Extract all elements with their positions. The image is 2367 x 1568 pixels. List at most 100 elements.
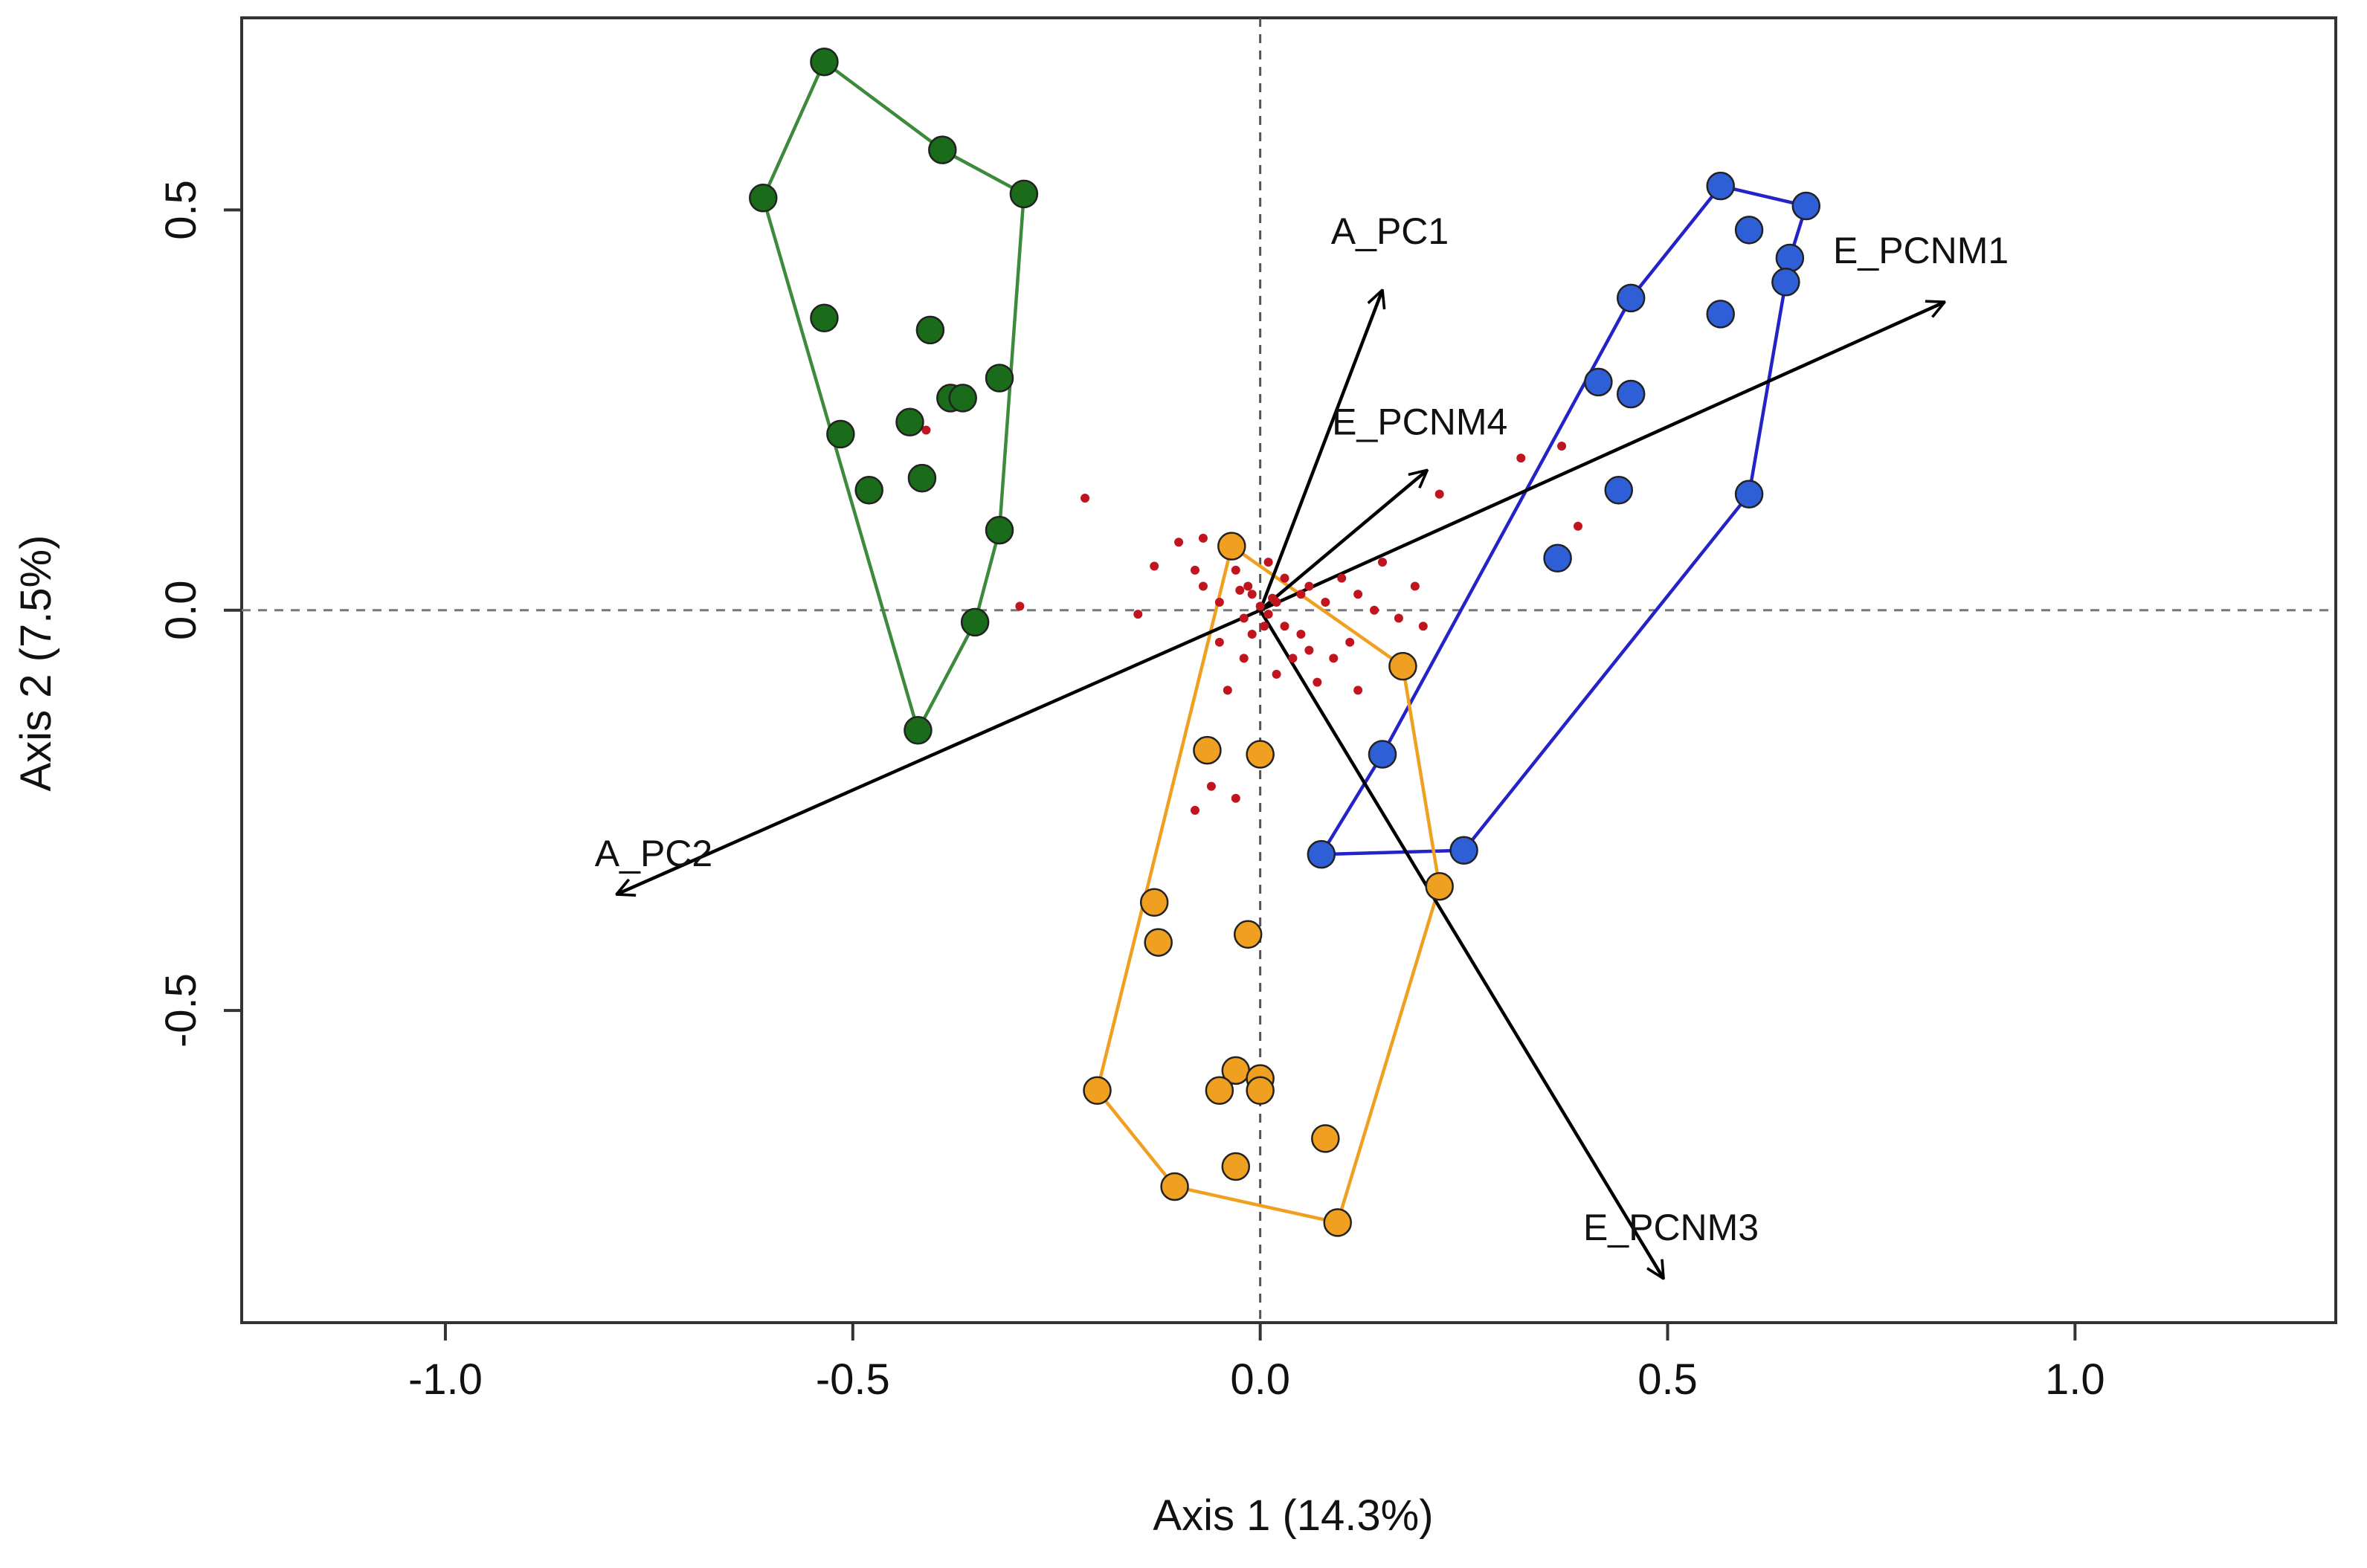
species-point [1231, 565, 1240, 575]
site-point-orange [1323, 1208, 1352, 1237]
species-point [1280, 622, 1289, 631]
species-point [921, 425, 931, 435]
site-point-blue [1604, 475, 1634, 505]
x-tick-label: -1.0 [408, 1355, 483, 1404]
site-point-green [907, 463, 937, 493]
site-point-orange [1388, 651, 1417, 681]
site-point-orange [1205, 1076, 1234, 1106]
site-point-green [749, 184, 778, 213]
species-point [1296, 590, 1306, 599]
vector-label-a-pc1: A_PC1 [1331, 210, 1449, 252]
species-point [1394, 613, 1403, 623]
species-point [1378, 558, 1388, 567]
site-point-green [826, 419, 855, 449]
site-point-green [985, 515, 1014, 545]
site-point-orange [1083, 1076, 1112, 1106]
x-tick-label: -0.5 [816, 1355, 890, 1404]
species-point [1272, 669, 1281, 679]
species-point [1206, 781, 1216, 791]
site-point-orange [1217, 532, 1246, 561]
species-point [1260, 622, 1269, 631]
species-point [1418, 622, 1428, 631]
species-point [1337, 573, 1347, 583]
site-point-blue [1791, 191, 1821, 221]
plot-frame [240, 16, 2337, 1324]
species-point [1190, 565, 1199, 575]
species-point [1198, 581, 1208, 591]
site-point-blue [1368, 740, 1397, 769]
site-point-orange [1144, 928, 1173, 957]
vector-arrow-e-pcnm1 [1259, 302, 1945, 612]
x-axis-label: Axis 1 (14.3%) [1153, 1491, 1433, 1540]
vector-arrow-e-pcnm3 [1258, 609, 1664, 1279]
site-point-blue [1543, 543, 1572, 573]
species-point [1214, 597, 1224, 607]
axes: -1.0 -0.5 0.0 0.5 1.0 -0.5 0.0 0.5 [157, 180, 2105, 1404]
species-point [1235, 585, 1245, 595]
y-axis-label: Axis 2 (7.5%) [12, 535, 60, 792]
reference-lines [242, 18, 2336, 1323]
site-point-blue [1616, 283, 1646, 313]
vector-labels: A_PC1 E_PCNM1 E_PCNM4 A_PC2 E_PCNM3 [595, 210, 2009, 1248]
species-point [1247, 590, 1257, 599]
species-point [1263, 610, 1273, 619]
species-point [1190, 805, 1199, 815]
species-point [1304, 645, 1314, 655]
site-point-green [810, 47, 839, 77]
species-point [1133, 610, 1143, 619]
species-point [1081, 494, 1090, 503]
species-points [921, 425, 1582, 815]
vector-arrow-a-pc2 [616, 608, 1261, 894]
species-point [1288, 654, 1298, 663]
site-point-orange [1425, 871, 1454, 901]
species-point [1434, 489, 1444, 499]
site-point-orange [1139, 888, 1169, 917]
site-point-blue [1706, 171, 1735, 201]
site-points [749, 47, 1821, 1237]
site-point-orange [1160, 1172, 1189, 1201]
x-tick-label: 1.0 [2045, 1355, 2105, 1404]
site-point-green [1009, 179, 1039, 209]
site-point-blue [1771, 268, 1800, 297]
site-point-orange [1233, 920, 1263, 949]
vector-label-e-pcnm3: E_PCNM3 [1583, 1207, 1759, 1248]
site-point-blue [1584, 367, 1613, 397]
species-point [1410, 581, 1420, 591]
y-tick-label: 0.5 [157, 180, 205, 240]
species-point [1313, 677, 1322, 687]
site-point-green [854, 475, 883, 505]
species-point [1263, 558, 1273, 567]
site-point-green [895, 407, 924, 436]
species-point [1247, 630, 1257, 639]
species-point [1214, 637, 1224, 647]
site-point-orange [1311, 1124, 1340, 1153]
site-point-green [915, 315, 945, 345]
site-point-green [948, 384, 977, 413]
y-tick-label: 0.0 [157, 580, 205, 640]
vector-label-e-pcnm4: E_PCNM4 [1332, 401, 1507, 442]
species-point [1345, 637, 1355, 647]
species-point [1353, 685, 1363, 695]
site-point-blue [1307, 839, 1336, 869]
species-point [1255, 601, 1265, 611]
species-point [1296, 630, 1306, 639]
species-point [1231, 793, 1240, 803]
x-tick-label: 0.0 [1230, 1355, 1290, 1404]
species-point [1223, 685, 1232, 695]
site-point-orange [1221, 1152, 1251, 1181]
site-point-green [904, 716, 933, 745]
site-point-orange [1193, 735, 1222, 765]
species-point [1557, 442, 1567, 451]
site-point-blue [1706, 300, 1735, 329]
species-point [1239, 654, 1249, 663]
vector-arrow-e-pcnm4 [1259, 470, 1428, 612]
species-point [1015, 601, 1025, 611]
species-point [1329, 654, 1339, 663]
hull-green [761, 59, 1026, 732]
site-point-blue [1734, 480, 1764, 509]
species-point [1243, 581, 1253, 591]
species-point [1573, 521, 1582, 531]
x-tick-label: 0.5 [1637, 1355, 1698, 1404]
species-point [1280, 573, 1289, 583]
